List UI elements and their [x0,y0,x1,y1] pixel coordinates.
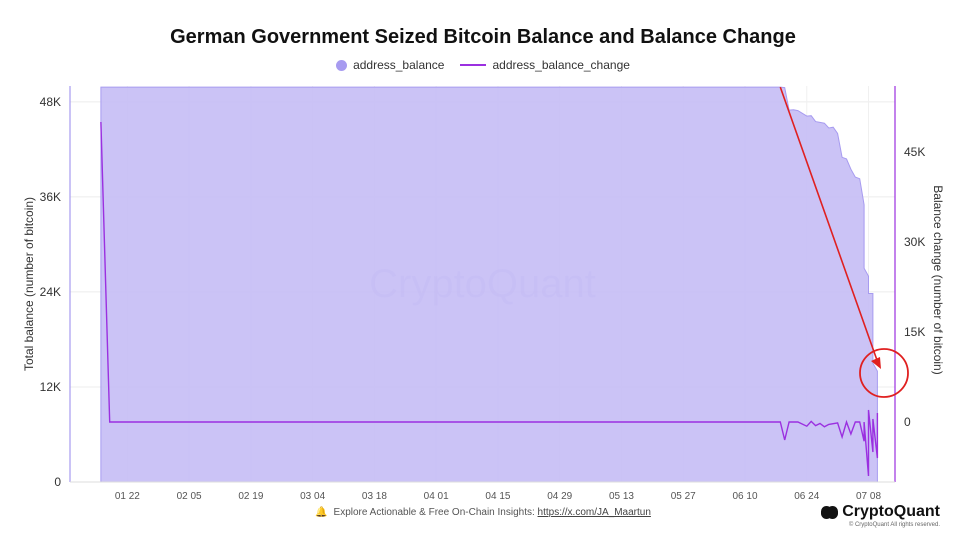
x-tick-label-4: 03 18 [362,491,387,502]
legend-label-balance: address_balance [353,58,445,72]
series-address-balance-area [100,86,878,483]
footer: 🔔 Explore Actionable & Free On-Chain Insi… [0,507,966,518]
x-tick-label-1: 02 05 [177,491,202,502]
brand-name: CryptoQuant [842,503,940,520]
x-tick-label-0: 01 22 [115,491,140,502]
right-tick-label-2: 30K [904,235,925,249]
right-tick-label-1: 15K [904,325,925,339]
cryptoquant-logo-icon [821,505,839,519]
annotation-arrow [779,86,879,364]
left-tick-label-3: 36K [40,190,61,204]
right-tick-label-3: 45K [904,145,925,159]
x-tick-label-8: 05 13 [609,491,634,502]
legend-item-balance[interactable]: address_balance [336,58,444,72]
right-axis-title: Balance change (number of bitcoin) [931,185,945,374]
x-tick-label-5: 04 01 [424,491,449,502]
legend-item-change[interactable]: address_balance_change [460,58,630,72]
footer-text: Explore Actionable & Free On-Chain Insig… [333,507,535,518]
x-tick-label-9: 05 27 [671,491,696,502]
x-tick-label-12: 07 08 [856,491,881,502]
annotation-circle [859,348,909,398]
brand-copyright: © CryptoQuant All rights reserved. [848,522,940,528]
series-address-balance-change-line [100,121,879,477]
legend-label-change: address_balance_change [492,58,630,72]
chart-title: German Government Seized Bitcoin Balance… [170,26,796,48]
x-tick-label-6: 04 15 [485,491,510,502]
chart-legend: address_balance address_balance_change [0,58,966,72]
left-axis-title: Total balance (number of bitcoin) [22,197,36,371]
bell-icon: 🔔 [315,507,328,518]
footer-link[interactable]: https://x.com/JA_Maartun [537,507,651,518]
annotation-arrowhead [871,357,881,369]
x-tick-label-3: 03 04 [300,491,325,502]
legend-swatch-change [460,64,487,66]
left-tick-label-4: 48K [40,95,61,109]
x-tick-label-11: 06 24 [794,491,819,502]
brand: CryptoQuant © CryptoQuant All rights res… [821,503,940,528]
x-tick-label-2: 02 19 [238,491,263,502]
left-tick-label-0: 0 [54,475,61,489]
x-tick-label-7: 04 29 [547,491,572,502]
x-tick-label-10: 06 10 [732,491,757,502]
left-tick-label-1: 12K [40,380,61,394]
legend-swatch-balance [336,59,348,71]
right-tick-label-0: 0 [904,415,911,429]
left-tick-label-2: 24K [40,285,61,299]
